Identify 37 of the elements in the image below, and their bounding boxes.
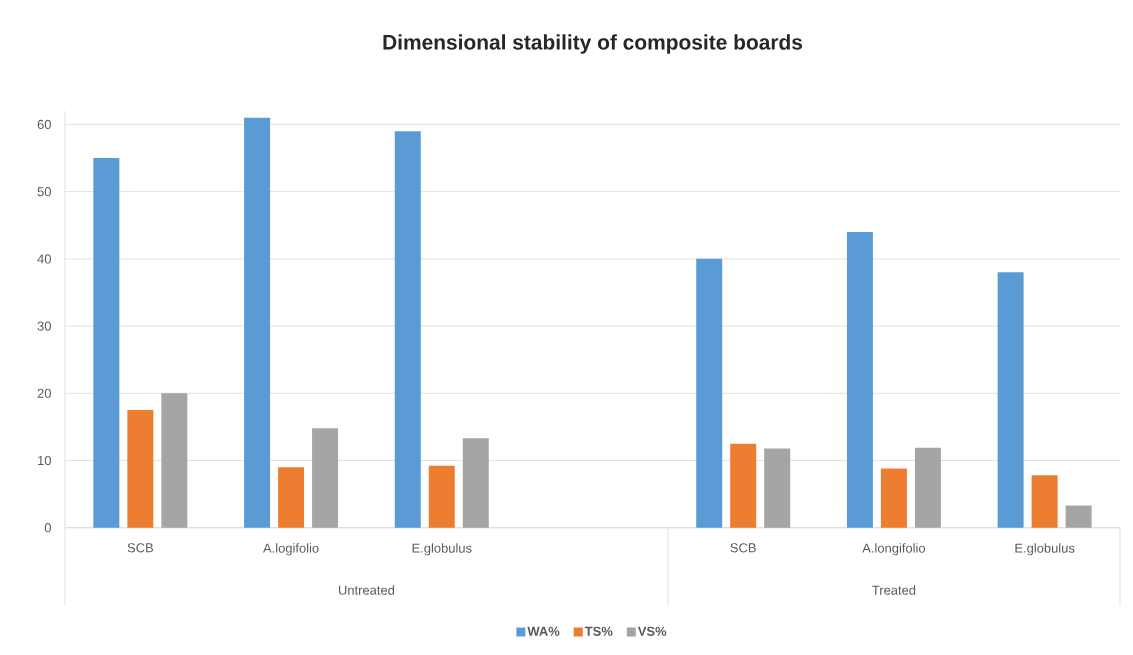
bar (696, 258, 723, 528)
text: Treated (872, 585, 916, 595)
bar (997, 272, 1024, 528)
bar (127, 410, 154, 528)
legend-label: VS% (637, 626, 667, 636)
y-tick-label: 0 (44, 523, 51, 533)
y-tick-label: 60 (37, 119, 51, 130)
x-tick-label: A.logifolio (263, 543, 319, 556)
y-tick-label: 10 (38, 455, 51, 466)
x-tick-label: A.longifolio (862, 543, 926, 556)
bar (161, 393, 188, 528)
legend-label: TS% (584, 626, 613, 636)
y-tick-label: 50 (37, 187, 51, 197)
bar (846, 231, 873, 528)
bar (428, 465, 455, 528)
bar (462, 438, 489, 528)
bar (312, 428, 339, 528)
bar (730, 443, 757, 528)
x-tick-label: E.globulus (412, 543, 472, 556)
y-tick-label: 20 (37, 388, 51, 398)
text: Untreated (338, 585, 395, 595)
bar (764, 448, 791, 528)
bar (278, 467, 305, 528)
x-tick-label: E.globulus (1015, 543, 1075, 556)
bar (93, 158, 120, 528)
x-tick-label: SCB (127, 543, 153, 553)
bar (880, 468, 907, 528)
y-tick-label: 40 (37, 254, 51, 264)
bar (914, 447, 941, 528)
bar (1031, 475, 1058, 528)
legend-label: WA% (527, 626, 560, 636)
y-tick-label: 30 (37, 321, 51, 331)
bar (244, 117, 271, 528)
bar (394, 131, 421, 528)
chart-title: Dimensional stability of composite boards (383, 34, 803, 54)
bar (1065, 505, 1092, 528)
x-tick-label: SCB (730, 543, 756, 553)
